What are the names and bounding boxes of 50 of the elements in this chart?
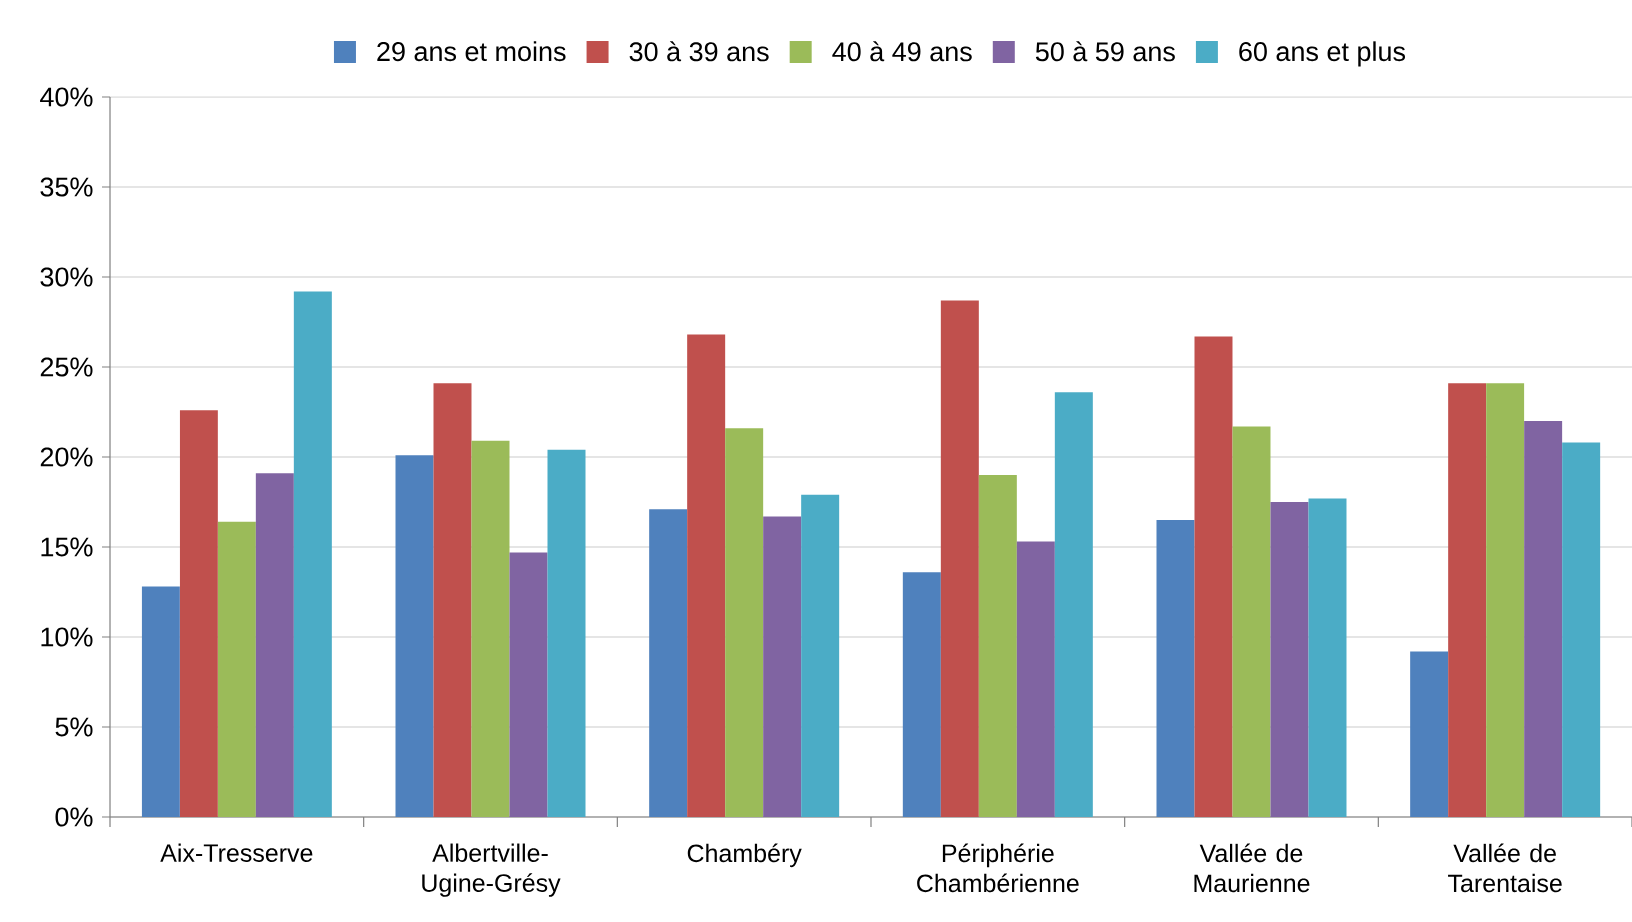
bar <box>801 494 840 817</box>
bar <box>1054 392 1093 817</box>
bar <box>293 291 332 817</box>
bar <box>509 552 548 817</box>
bar <box>1016 541 1055 817</box>
bar <box>763 516 802 817</box>
bar <box>217 521 256 817</box>
x-tick-label: Vallée de Tarentaise <box>1448 843 1562 893</box>
y-tick-label: 20% <box>40 447 93 467</box>
bar <box>1410 651 1449 817</box>
bar <box>1448 383 1487 817</box>
y-tick-label: 35% <box>40 177 93 197</box>
bar <box>1156 520 1195 817</box>
bar <box>433 383 472 817</box>
bar <box>725 428 764 817</box>
bar <box>940 300 979 817</box>
y-tick-label: 0% <box>55 807 93 827</box>
bar <box>471 440 510 817</box>
bar <box>255 473 294 817</box>
y-tick-label: 30% <box>40 267 93 287</box>
legend-label: 60 ans et plus <box>1239 41 1406 67</box>
bar <box>395 455 434 817</box>
legend-label: 30 à 39 ans <box>629 41 769 62</box>
x-tick-label: Albertville-Ugine-Grésy <box>422 843 561 897</box>
bar <box>687 334 726 817</box>
bar <box>649 509 688 817</box>
bar <box>547 449 586 817</box>
y-tick-label: 15% <box>41 537 93 557</box>
y-tick-label: 5% <box>55 717 93 737</box>
x-tick-label: Aix-Tresserve <box>160 843 313 862</box>
legend-label: 50 à 59 ans <box>1035 41 1175 62</box>
y-tick-label: 25% <box>40 357 93 377</box>
bar <box>1562 442 1601 817</box>
x-tick-label: Vallée de Maurienne <box>1194 843 1310 893</box>
x-tick-label: Périphérie Chambérienne <box>917 843 1079 893</box>
y-tick-label: 40% <box>40 87 93 107</box>
bar <box>1270 502 1309 817</box>
y-tick-label: 10% <box>41 627 93 647</box>
bar <box>1524 421 1563 817</box>
bar <box>978 475 1017 817</box>
bar <box>1308 498 1347 817</box>
bar <box>179 410 218 817</box>
bar <box>1232 426 1271 817</box>
bar <box>902 572 941 817</box>
legend-label: 29 ans et moins <box>377 41 566 62</box>
bar <box>141 586 180 817</box>
bar <box>1486 383 1525 817</box>
x-tick-label: Chambéry <box>687 843 802 868</box>
legend-label: 40 à 49 ans <box>832 41 972 62</box>
bar <box>1194 336 1233 817</box>
